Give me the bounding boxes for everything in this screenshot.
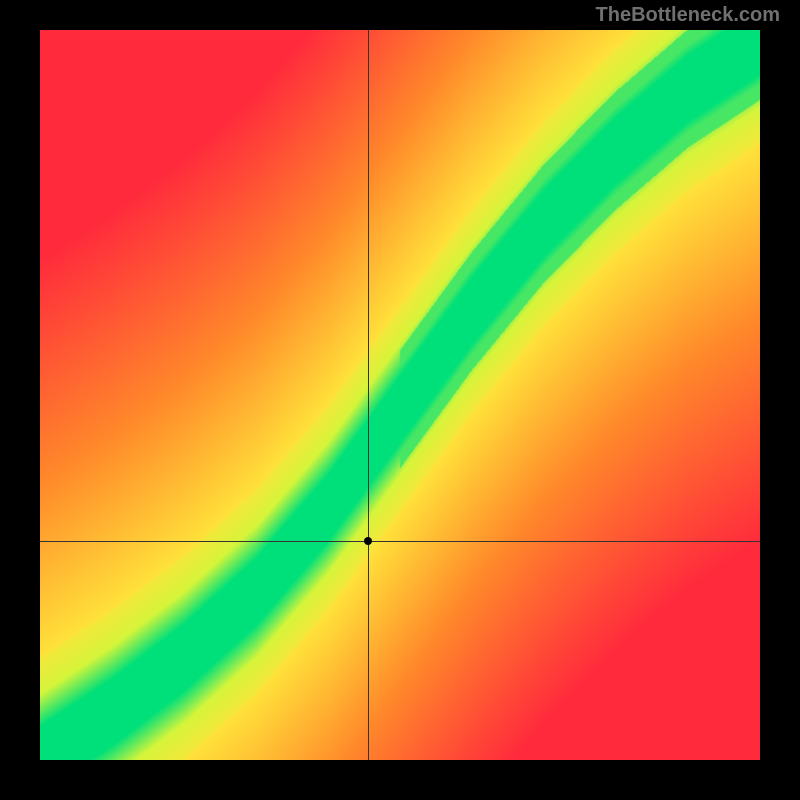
crosshair-vertical bbox=[368, 30, 369, 760]
watermark-text: TheBottleneck.com bbox=[596, 4, 780, 27]
bottom-margin bbox=[40, 760, 760, 800]
crosshair-horizontal bbox=[40, 541, 760, 542]
bottleneck-heatmap bbox=[40, 30, 760, 760]
chart-wrap bbox=[40, 30, 760, 800]
header: TheBottleneck.com bbox=[0, 0, 800, 30]
crosshair-dot bbox=[364, 537, 372, 545]
heatmap-canvas bbox=[40, 30, 760, 760]
left-margin bbox=[0, 30, 40, 800]
right-margin bbox=[760, 30, 800, 800]
chart-container bbox=[0, 30, 800, 800]
